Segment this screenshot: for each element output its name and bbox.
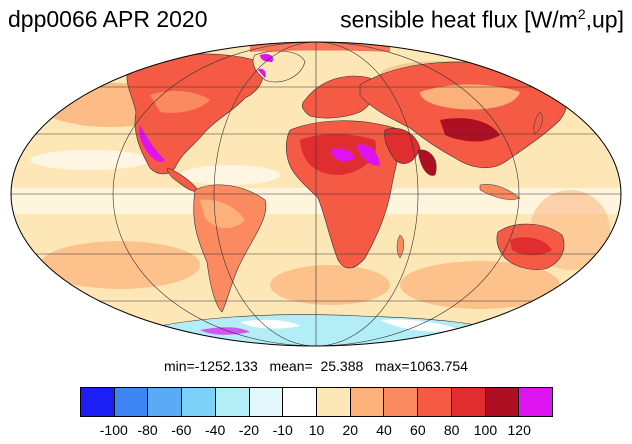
colorbar [80,387,553,417]
colorbar-segment [317,388,351,416]
colorbar-tick-label: -80 [137,422,158,438]
globe-outline [10,41,622,347]
colorbar-tick-label: 80 [443,422,460,438]
colorbar-tick-label: -20 [238,422,260,438]
colorbar-segment [384,388,419,416]
colorbar-tick-label: 120 [507,422,531,438]
statistics-text: min=-1252.133 mean= 25.388 max=1063.754 [164,358,468,374]
colorbar-tick-label: -100 [99,422,128,438]
colorbar-tick-label: -60 [171,422,192,438]
colorbar-segment [182,388,216,416]
colorbar-labels: -100 -80 -60 -40 -20 -10 10 20 40 60 80 100 120 [0,422,632,442]
colorbar-segment [418,388,452,416]
colorbar-segment [81,388,115,416]
colorbar-tick-label: -40 [205,422,226,438]
map-title: dpp0066 APR 2020 [8,6,208,32]
colorbar-segment [215,388,250,416]
colorbar-segment [350,388,385,416]
variable-title: sensible heat flux [W/m2,up] [340,6,624,33]
colorbar-tick-label: 10 [308,422,325,438]
colorbar-segment [283,388,318,416]
graticule [11,42,621,346]
colorbar-segment [148,388,183,416]
colorbar-tick-label: 60 [410,422,426,438]
colorbar-segment [485,388,520,416]
colorbar-segment [249,388,284,416]
colorbar-tick-label: -10 [272,422,293,438]
colorbar-tick-label: 20 [342,422,359,438]
colorbar-tick-label: 40 [376,422,392,438]
colorbar-segment [451,388,486,416]
colorbar-tick-label: 100 [473,422,498,438]
colorbar-segment [114,388,149,416]
colorbar-segment [519,388,553,416]
